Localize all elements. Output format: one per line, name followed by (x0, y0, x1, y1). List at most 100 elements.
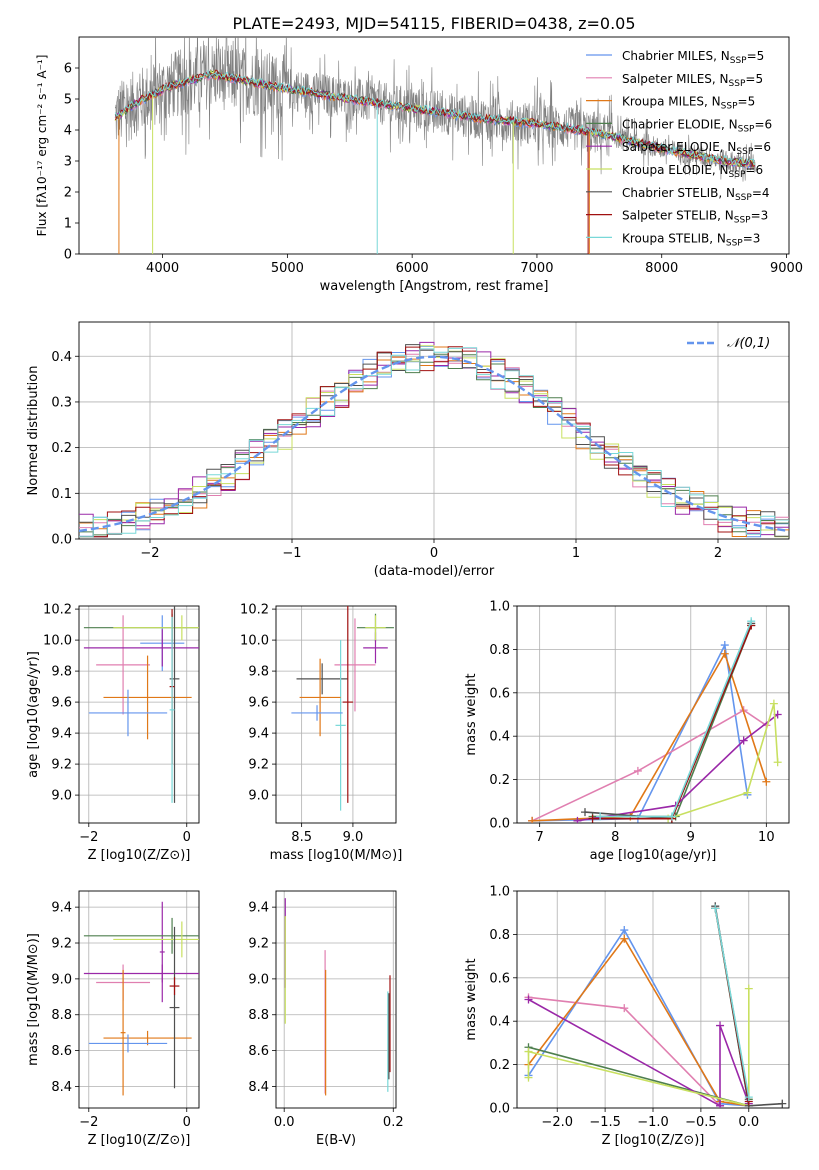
tick-label-x: 9 (687, 830, 695, 845)
tick-label-y: 9.2 (248, 937, 269, 952)
tick-label-x: 9000 (770, 261, 803, 276)
tick-label-y: 10.0 (240, 634, 269, 649)
axes-mass_vs_Z: −2 0 8.4 8.6 8.8 9.0 9.2 9.4 Z [log10(Z/Z⊙)] mass… (26, 890, 200, 1148)
tick-label-x: 0.2 (383, 1115, 404, 1130)
tick-label-y: 8.6 (51, 1044, 72, 1059)
axis-label-x: Z [log10(Z/Z⊙)] (602, 1133, 705, 1148)
tick-label-y: 6 (64, 62, 72, 77)
tick-label-y: 9.8 (248, 665, 269, 680)
legend-tail: =3 (743, 231, 761, 245)
normal-curve (79, 355, 789, 533)
tick-label-y: 8.4 (248, 1080, 269, 1095)
legend-sub: SSP (726, 238, 743, 248)
weight-series-line (667, 703, 779, 820)
weight-marker (596, 812, 605, 821)
legend-tail: =5 (745, 72, 763, 86)
tick-label-x: −2 (79, 1115, 98, 1130)
tick-label-y: 0.2 (51, 441, 72, 456)
tick-label-x: −1.5 (589, 1115, 621, 1130)
tick-label-y: 9.6 (248, 696, 269, 711)
tick-label-y: 9.0 (248, 972, 269, 987)
weight-marker (743, 788, 752, 797)
weight-marker (744, 984, 753, 993)
tick-label-y: 9.6 (51, 696, 72, 711)
tick-label-y: 1.0 (489, 600, 510, 615)
tick-label-x: 8 (611, 830, 619, 845)
legend-tail: =6 (753, 140, 771, 154)
legend-text: Salpeter STELIB, N (622, 209, 734, 223)
legend-text: Salpeter ELODIE, N (622, 140, 736, 154)
legend-entry: Kroupa STELIB, NSSP=3 (622, 231, 760, 248)
axis-label-x: Z [log10(Z/Z⊙)] (88, 848, 191, 863)
tick-label-y: 0.6 (489, 686, 510, 701)
tick-label-y: 8.8 (51, 1008, 72, 1023)
tick-label-y: 10.2 (240, 603, 269, 618)
weight-marker (667, 812, 676, 821)
spectrum-data-line (114, 37, 756, 182)
weight-marker (620, 934, 629, 943)
tick-label-x: 6000 (396, 261, 429, 276)
legend-entry: 𝒩(0,1) (727, 336, 770, 351)
weight-marker (716, 1101, 725, 1108)
weight-marker (588, 814, 597, 823)
weight-marker (720, 641, 729, 650)
weight-marker (762, 777, 771, 786)
weight-marker (744, 1093, 753, 1102)
tick-label-y: 9.8 (51, 665, 72, 680)
weight-marker (524, 1047, 533, 1056)
weight-marker (778, 1099, 787, 1108)
weight-series-line (527, 937, 749, 1107)
tick-label-x: 2 (714, 546, 722, 561)
tick-label-x: −1.0 (637, 1115, 669, 1130)
weight-marker (524, 1073, 533, 1082)
tick-label-y: 9.0 (51, 789, 72, 804)
tick-label-y: 0.0 (51, 533, 72, 548)
tick-label-x: 0.0 (274, 1115, 295, 1130)
weight-marker (573, 816, 582, 823)
legend-text: Chabrier ELODIE, N (622, 117, 738, 131)
axis-label-y: mass [log10(M/M⊙)] (26, 933, 41, 1066)
weight-marker (528, 816, 537, 823)
plot-area-residuals (79, 341, 789, 538)
tick-label-y: 0.4 (489, 1015, 510, 1030)
weight-marker (739, 736, 748, 745)
plot-area-age_vs_mass (291, 606, 394, 811)
axis-label-y: Flux [fλ10⁻¹⁷ erg cm⁻² s⁻¹ A⁻¹] (35, 55, 49, 237)
weight-marker (581, 808, 589, 817)
tick-label-y: 0.4 (51, 350, 72, 365)
tick-label-y: 0.3 (51, 395, 72, 410)
tick-label-y: 0.0 (489, 1102, 510, 1117)
axis-label-y: mass weight (464, 958, 479, 1040)
tick-label-y: 0.2 (489, 773, 510, 788)
legend-entry: Chabrier ELODIE, NSSP=6 (622, 117, 772, 134)
axes-age_vs_Z: −2 0 9.0 9.2 9.4 9.6 9.8 10.0 10.2 Z [log10(Z/Z⊙)… (26, 603, 200, 863)
tick-label-y: 3 (64, 155, 72, 170)
weight-marker (716, 1021, 725, 1030)
axis-label-x: (data-model)/error (374, 564, 495, 579)
weight-series-line (528, 908, 750, 1107)
weight-marker (769, 699, 778, 708)
legend-tail: =4 (752, 186, 770, 200)
tick-label-x: 0 (183, 830, 191, 845)
axis-label-y: age [log10(age/yr)] (26, 651, 41, 778)
weight-marker (633, 766, 642, 775)
weight-marker (720, 649, 729, 658)
plot-area-weight_vs_age (528, 617, 782, 823)
legend-tail: =5 (747, 49, 765, 63)
weight-marker (747, 617, 756, 626)
tick-label-x: −2.0 (541, 1115, 573, 1130)
tick-label-y: 0.8 (489, 928, 510, 943)
weight-series-line (528, 998, 750, 1108)
legend-entry: Salpeter STELIB, NSSP=3 (622, 209, 768, 226)
legend-sub: SSP (738, 124, 755, 134)
axis-label-x: Z [log10(Z/Z⊙)] (88, 1133, 191, 1148)
axes-frame (516, 890, 790, 1109)
tick-label-y: 8.4 (51, 1080, 72, 1095)
tick-label-y: 9.4 (51, 901, 72, 916)
legend-tail: =5 (738, 95, 756, 109)
tick-label-y: 9.0 (248, 789, 269, 804)
tick-label-x: 1 (572, 546, 580, 561)
axes-age_vs_mass: 8.5 9.0 9.0 9.2 9.4 9.6 9.8 10.0 10.2 mass [log10… (240, 603, 402, 863)
tick-label-y: 1 (64, 217, 72, 232)
tick-label-y: 9.2 (248, 758, 269, 773)
